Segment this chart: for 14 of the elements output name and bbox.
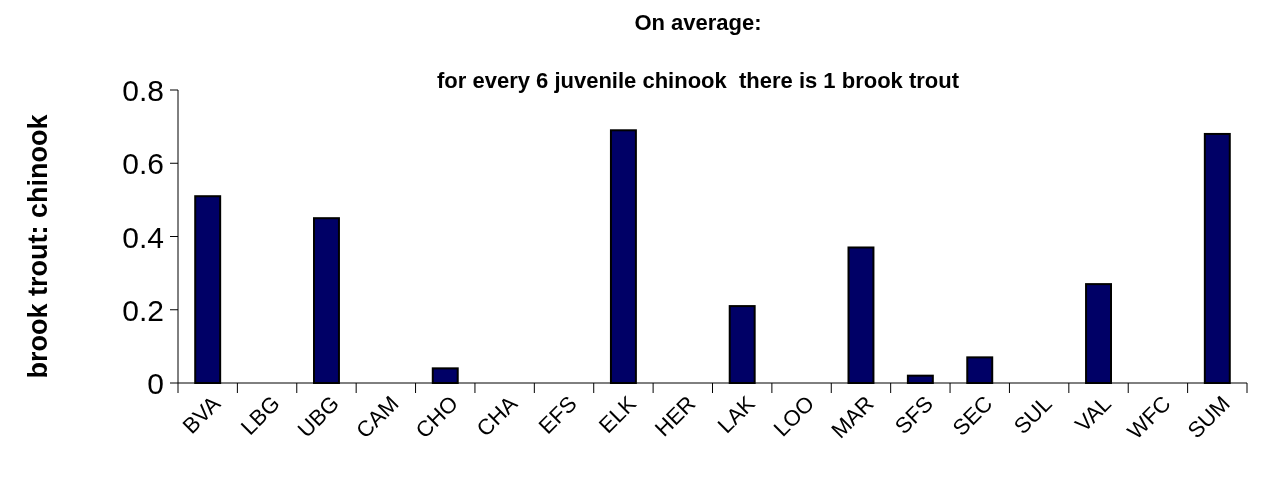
x-tick-label: CHA bbox=[471, 390, 523, 442]
y-tick-label: 0.2 bbox=[122, 293, 164, 327]
x-tick-label: SFS bbox=[889, 390, 938, 439]
x-tick-label: EFS bbox=[533, 390, 582, 439]
y-tick-label: 0.6 bbox=[122, 147, 164, 181]
x-tick-label: VAL bbox=[1070, 390, 1117, 437]
y-tick-label: 0.4 bbox=[122, 220, 164, 254]
chart-title: On average: bbox=[634, 10, 762, 35]
x-tick-label: BVA bbox=[177, 390, 226, 439]
y-tick-label: 0.8 bbox=[122, 74, 164, 107]
y-tick-label: 0 bbox=[147, 367, 164, 400]
y-axis-title: brook trout: chinook bbox=[23, 113, 53, 379]
chart-subtitle: for every 6 juvenile chinook there is 1 brook trout bbox=[436, 68, 960, 93]
x-tick-label: SUL bbox=[1008, 390, 1057, 439]
